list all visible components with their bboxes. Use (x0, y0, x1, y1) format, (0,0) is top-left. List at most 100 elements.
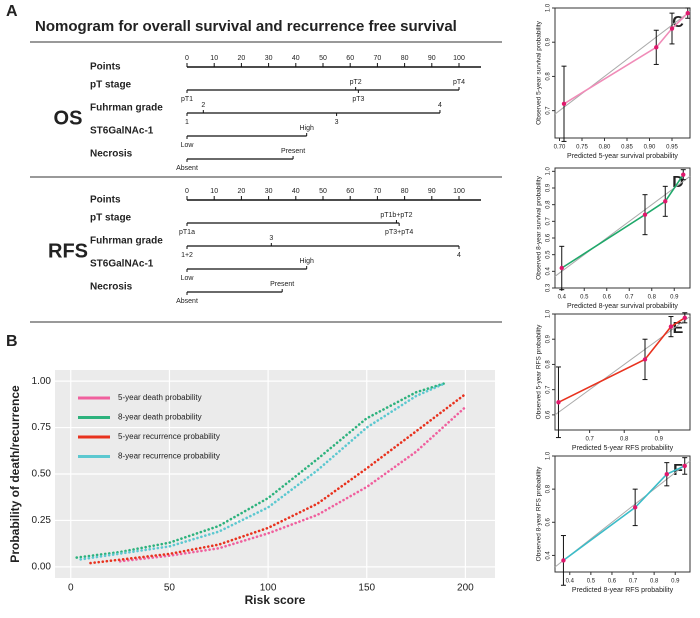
tick-label: 90 (428, 55, 436, 62)
point (663, 199, 668, 204)
level-label: pT1b+pT2 (380, 212, 412, 219)
level-label: High (299, 125, 314, 132)
tick-label: 40 (292, 55, 300, 62)
level-label: pT1 (181, 96, 193, 103)
level-label: 1 (185, 119, 189, 126)
level-label: Low (181, 275, 195, 282)
x-tick-label: 0.8 (620, 437, 629, 443)
tick-label: 80 (401, 188, 409, 195)
level-label: 2 (201, 102, 205, 109)
x-tick-label: 0.7 (585, 437, 594, 443)
variable-name: ST6GalNAc-1 (90, 259, 154, 270)
tick-label: 50 (319, 55, 327, 62)
y-axis-title: Probability of death/recurrence (8, 385, 22, 563)
point (561, 101, 567, 106)
point (669, 26, 675, 31)
x-tick-label: 200 (457, 583, 474, 594)
variable-name: Necrosis (90, 149, 133, 160)
point (561, 558, 566, 563)
tick-label: 70 (374, 188, 382, 195)
y-tick-label: 1.00 (32, 376, 52, 387)
tick-label: 80 (401, 55, 409, 62)
y-tick-label: 0.8 (546, 484, 552, 493)
calibration-line (558, 317, 686, 404)
tick-label: 0 (185, 188, 189, 195)
point (664, 472, 669, 477)
y-tick-label: 0.7 (546, 106, 552, 115)
variable-name: pT stage (90, 80, 132, 91)
y-tick-label: 0.4 (546, 551, 552, 560)
level-label: Present (281, 148, 305, 155)
y-tick-label: 0.6 (546, 517, 552, 526)
point (685, 10, 690, 16)
y-tick-label: 0.6 (546, 410, 552, 419)
y-tick-label: 0.9 (546, 37, 552, 46)
x-tick-label: 0.6 (603, 295, 612, 301)
reference-line (554, 175, 691, 277)
x-tick-label: 50 (164, 583, 176, 594)
x-axis-title: Predicted 8-year survival probability (567, 303, 678, 310)
level-label: Low (181, 142, 195, 149)
series-line (79, 381, 447, 561)
axis-label: Points (90, 195, 121, 206)
level-label: High (299, 258, 314, 265)
calibration-line (563, 12, 689, 105)
y-tick-label: 0.6 (546, 233, 552, 242)
x-tick-label: 0.6 (608, 579, 617, 585)
x-tick-label: 0.9 (655, 437, 664, 443)
x-tick-label: 0.75 (576, 145, 588, 151)
y-tick-label: 0.8 (546, 200, 552, 209)
tick-label: 60 (346, 55, 354, 62)
reference-line (554, 11, 691, 115)
x-tick-label: 0.8 (648, 295, 657, 301)
variable-name: Necrosis (90, 282, 133, 293)
y-tick-label: 0.25 (32, 515, 52, 526)
y-tick-label: 0.9 (546, 183, 552, 192)
series-line (118, 405, 467, 563)
y-tick-label: 1.0 (546, 167, 552, 176)
legend-label: 5-year death probability (118, 393, 202, 402)
x-tick-label: 100 (260, 583, 277, 594)
point (556, 400, 561, 405)
x-tick-label: 0.5 (580, 295, 589, 301)
tick-label: 0 (185, 55, 189, 62)
point (632, 505, 638, 510)
y-tick-label: 0.7 (546, 217, 552, 226)
y-axis-title: Observed 8-year survival probability (536, 175, 543, 279)
tick-label: 50 (319, 188, 327, 195)
legend-label: 8-year death probability (118, 413, 202, 422)
variable-name: Fuhrman grade (90, 103, 163, 114)
y-tick-label: 0.5 (546, 250, 552, 259)
axis-label: Points (90, 62, 121, 73)
y-axis-title: Observed 8-year RFS probability (536, 466, 543, 561)
y-tick-label: 1.0 (546, 3, 552, 12)
level-label: pT2 (350, 79, 362, 86)
y-tick-label: 0.9 (546, 334, 552, 343)
tick-label: 60 (346, 188, 354, 195)
tick-label: 40 (292, 188, 300, 195)
panel-letter: B (6, 333, 18, 350)
y-tick-label: 0.50 (32, 469, 52, 480)
x-tick-label: 0.9 (670, 295, 679, 301)
point (682, 315, 688, 320)
point (559, 265, 564, 271)
x-axis-title: Predicted 8-year RFS probability (572, 587, 674, 594)
level-label: pT4 (453, 79, 465, 86)
point (681, 172, 686, 177)
point (668, 324, 674, 329)
tick-label: 10 (210, 188, 218, 195)
y-tick-label: 0.00 (32, 561, 52, 572)
chart-title: Nomogram for overall survival and recurr… (35, 18, 457, 35)
y-tick-label: 0.3 (546, 283, 552, 292)
x-axis-title: Risk score (245, 593, 306, 607)
section-name: OS (54, 107, 83, 129)
level-label: Absent (176, 165, 198, 172)
level-label: 3 (269, 235, 273, 242)
y-axis-title: Observed 5-year RFS probability (536, 324, 543, 419)
tick-label: 10 (210, 55, 218, 62)
legend-label: 5-year recurrence probability (118, 432, 220, 441)
section-name: RFS (48, 240, 88, 262)
tick-label: 100 (453, 188, 465, 195)
point (654, 45, 659, 50)
